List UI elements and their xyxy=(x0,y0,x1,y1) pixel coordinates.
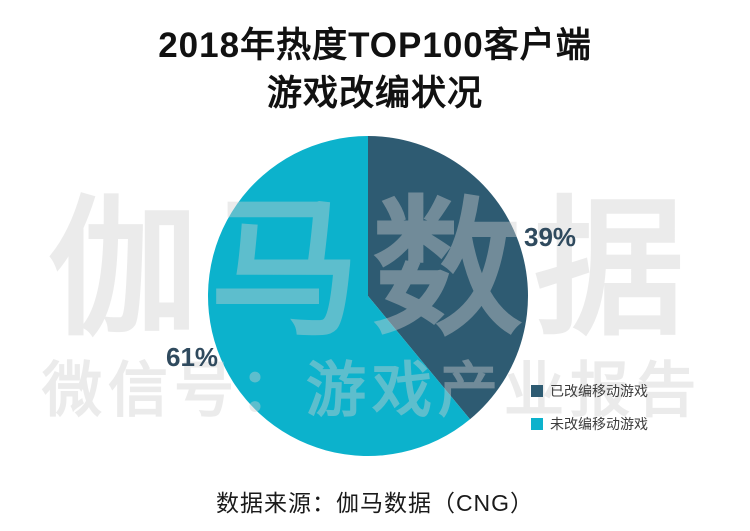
legend-swatch-not-adapted xyxy=(531,418,543,430)
chart-title-line2: 游戏改编状况 xyxy=(266,74,483,113)
chart-title-line1: 2018年热度TOP100客户端 xyxy=(158,26,592,65)
legend-label-adapted: 已改编移动游戏 xyxy=(550,383,648,399)
legend-item-not-adapted: 未改编移动游戏 xyxy=(531,414,648,434)
pie-slice xyxy=(368,136,528,420)
chart-title: 2018年热度TOP100客户端 游戏改编状况 xyxy=(0,22,750,118)
pie-chart xyxy=(198,126,538,466)
legend-item-adapted: 已改编移动游戏 xyxy=(531,381,648,401)
data-source-note: 数据来源：伽马数据（CNG） xyxy=(215,490,535,516)
legend: 已改编移动游戏 未改编移动游戏 xyxy=(531,381,648,447)
pie-slice xyxy=(207,136,470,457)
legend-label-not-adapted: 未改编移动游戏 xyxy=(550,416,648,432)
legend-swatch-adapted xyxy=(531,385,543,397)
data-label-39: 39% xyxy=(524,222,577,252)
pie-svg xyxy=(207,136,528,457)
data-label-61: 61% xyxy=(166,342,219,372)
